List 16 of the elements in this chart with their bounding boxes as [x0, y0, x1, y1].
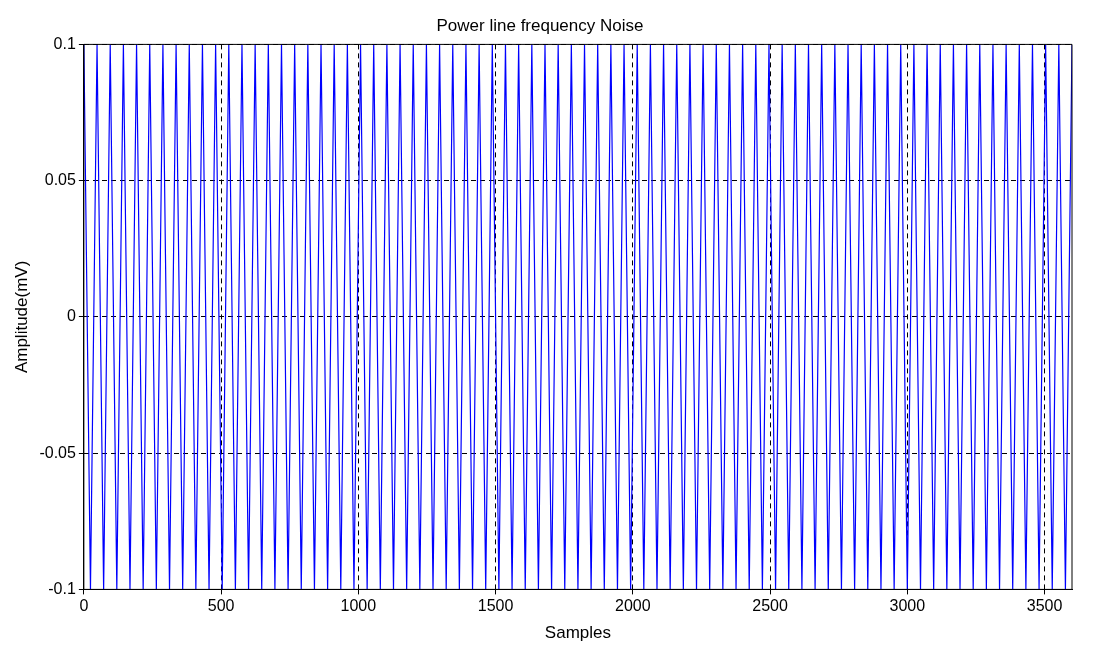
y-axis-title: Amplitude(mV) — [11, 260, 31, 374]
x-tick-label: 1500 — [477, 597, 514, 615]
y-tick-label: -0.1 — [48, 579, 76, 597]
y-tick-label: 0 — [66, 307, 76, 325]
x-tick-label: 2000 — [615, 597, 651, 615]
x-tick-label: 3500 — [1026, 597, 1063, 615]
x-tick-label: 500 — [207, 597, 235, 615]
x-axis-title: Samples — [544, 623, 611, 643]
x-tick-label: 0 — [79, 597, 89, 615]
y-tick-label: 0.1 — [53, 34, 76, 52]
x-tick-label: 2500 — [752, 597, 788, 615]
chart-title: Power line frequency Noise — [436, 15, 644, 35]
x-tick-label: 3000 — [889, 597, 926, 615]
x-tick-label: 1000 — [340, 597, 377, 615]
y-tick-label: 0.05 — [44, 171, 76, 189]
y-tick-label: -0.05 — [39, 443, 76, 461]
